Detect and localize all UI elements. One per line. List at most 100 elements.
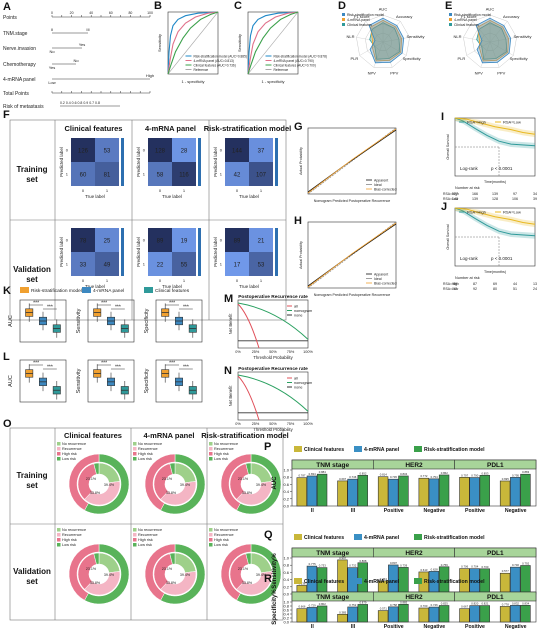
panel-label-B: B: [154, 0, 162, 12]
km-xlabel: Time(months): [484, 180, 506, 184]
km-confidence-band: [455, 118, 535, 138]
bar-value-label: 0.706: [461, 565, 468, 569]
donut-inner-label: 23.1%: [86, 477, 97, 481]
donut-slice: [144, 453, 176, 511]
radar-spoke: [489, 21, 508, 43]
bar-mark: [418, 477, 429, 507]
radar-legend-swatch: [342, 18, 345, 21]
panel-label-Q: Q: [264, 529, 273, 541]
km-risk-value: 88: [453, 282, 457, 286]
boxplot-sig: ***: [115, 365, 121, 371]
bar-group-title: PDL1: [487, 550, 504, 557]
confusion-cell: [249, 162, 273, 186]
donut-legend-label: Recurrence: [62, 447, 82, 451]
bar-ytick-label: 0.2: [283, 616, 289, 621]
boxplot-sig: ***: [47, 365, 53, 371]
km-risk-value: 80: [493, 287, 497, 291]
roc-legend-label: Clinical features (AUC=0.700): [274, 63, 316, 67]
bar-mark: [510, 566, 521, 595]
nomogram-tnm-ii: II: [51, 27, 53, 32]
confusion-tick: 1: [66, 262, 69, 267]
km-risk-value: 139: [472, 197, 478, 201]
bar-value-label: 0.695: [502, 477, 509, 481]
radar-axis-label: Accuracy: [503, 14, 519, 19]
bar-ytick-label: 0.6: [283, 570, 289, 575]
confusion-tick: 0: [159, 278, 162, 283]
bar-ytick-label: 1.0: [283, 468, 289, 473]
boxplot-sig: ***: [169, 361, 175, 367]
km-risk-title: Number at risk: [455, 186, 480, 190]
confusion-cell-value: 37: [258, 149, 265, 155]
confusion-tick: 0: [220, 238, 223, 243]
confusion-cell-value: 144: [232, 149, 243, 155]
donut-col-title: Clinical features: [64, 431, 122, 440]
bar-mark: [377, 476, 389, 507]
bar-mark: [347, 478, 358, 507]
radar-axis-label: AUC: [379, 7, 388, 12]
bar-xtick-label: Negative: [505, 624, 527, 630]
confusion-tick: 0: [82, 278, 85, 283]
donut-inner-label: 23.1%: [238, 567, 249, 571]
dca-title: Postoperative Recurrence rate: [238, 366, 308, 372]
bar-ytick-label: 0.8: [283, 475, 289, 480]
calibration-ylabel: Actual Probability: [299, 241, 303, 269]
confusion-tick: 0: [143, 148, 146, 153]
bar-value-label: 0.853: [481, 471, 488, 475]
donut-legend-swatch: [133, 442, 137, 446]
bar-value-label: 0.704: [471, 565, 478, 569]
roc-legend-label: Risk-stratification model (AUC=0.878): [274, 54, 327, 58]
bar-legend-swatch: [354, 578, 362, 584]
bar-value-label: 0.834: [522, 601, 529, 605]
km-risk-value: 69: [493, 282, 497, 286]
bar-mark: [398, 475, 409, 507]
confusion-tick: 1: [66, 172, 69, 177]
donut-slice: [169, 552, 176, 565]
radar-legend-label: 4-mRNA panel: [454, 18, 477, 22]
bar-legend-label: Risk-stratification model: [424, 447, 485, 453]
nomogram-row-label: TNM.stage: [3, 31, 28, 37]
bar-value-label: 0.733: [319, 564, 326, 568]
bar-mark: [469, 477, 480, 507]
dca-legend-label: all: [294, 304, 298, 308]
bar-group-title: HER2: [405, 462, 423, 469]
km-risk-value: 166: [472, 192, 478, 196]
radar-legend-swatch: [449, 23, 452, 26]
confusion-ylabel: Predicted label: [136, 237, 141, 267]
confusion-cell: [95, 228, 119, 252]
bar-ytick-label: 0.4: [283, 612, 289, 617]
dca-ylabel: Net Benefit: [228, 385, 233, 407]
donut-legend-label: Recurrence: [214, 533, 234, 537]
bar-legend-label: 4-mRNA panel: [364, 579, 400, 585]
radar-spoke: [489, 41, 500, 68]
bar-mark: [377, 610, 389, 623]
nomogram-row-label: Chemotherapy: [3, 62, 36, 68]
donut-inner-label: 23.1%: [238, 477, 249, 481]
boxplot-sig: ***: [33, 301, 39, 307]
calibration-bias: [307, 128, 397, 194]
bar-value-label: 0.825: [441, 602, 448, 606]
calibration-xlabel: Nomogram Predicted Postoperative Recurre…: [314, 293, 391, 297]
bar-mark: [510, 605, 521, 623]
confusion-tick: 1: [106, 278, 109, 283]
bar-group-title: TNM stage: [316, 462, 349, 469]
panel-label-P: P: [264, 441, 271, 453]
roc-curve: [247, 11, 299, 75]
bar-value-label: 0.732: [349, 564, 356, 568]
dca-xlabel: Threshold Probability: [253, 427, 293, 432]
radar-spoke: [382, 21, 401, 43]
donut-slice: [169, 462, 176, 475]
bar-mark: [398, 567, 409, 595]
confusion-cell-value: 49: [104, 263, 111, 269]
bar-legend-label: Clinical features: [304, 579, 344, 585]
boxplot-ylabel: AUC: [8, 375, 14, 387]
roc-legend-label: Clinical features (AUC=0.736): [194, 63, 236, 67]
confusion-cell-value: 42: [234, 173, 241, 179]
confusion-cell: [225, 228, 249, 252]
bar-value-label: 0.795: [512, 473, 519, 477]
nomogram-mrna-high: High: [146, 73, 154, 78]
donut-inner-label: 33.8%: [166, 491, 177, 495]
bar-mark: [428, 606, 440, 623]
bar-xtick-label: Positive: [384, 624, 404, 630]
km-risk-value: 143: [452, 197, 458, 201]
